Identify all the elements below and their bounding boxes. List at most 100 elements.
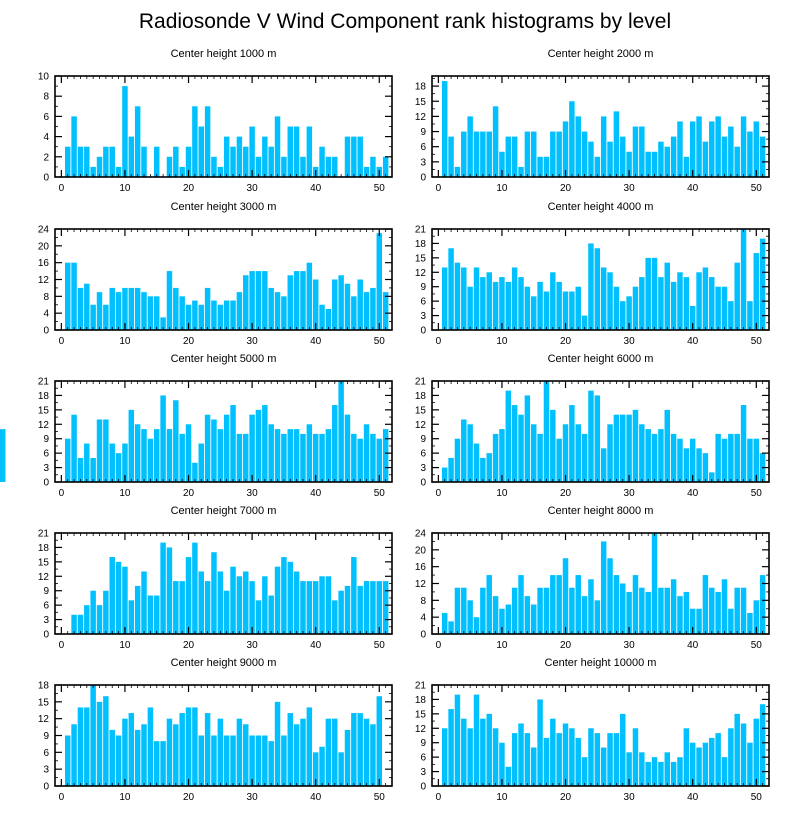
x-tick-label: 40 — [310, 183, 322, 194]
bar — [626, 151, 632, 177]
y-tick-label: 4 — [43, 309, 49, 320]
bar — [626, 591, 632, 634]
panel-10: Center height 10000 m 0 10 20 30 40 50 0 3 6 9 12 15… — [415, 657, 770, 803]
bar — [382, 581, 389, 634]
bar — [651, 257, 658, 330]
bar — [332, 405, 338, 482]
y-tick-label: 12 — [38, 572, 50, 583]
bar — [173, 287, 179, 330]
bar — [376, 233, 383, 330]
y-tick-label: 21 — [38, 377, 50, 388]
bar — [249, 735, 255, 786]
bar — [77, 614, 84, 634]
bar — [160, 542, 166, 634]
x-tick-label: 10 — [119, 488, 131, 499]
bar — [109, 729, 115, 786]
bar — [524, 733, 531, 786]
y-tick-label: 12 — [38, 275, 50, 286]
bar — [461, 267, 467, 330]
y-tick-label: 12 — [415, 724, 427, 735]
bar — [166, 718, 173, 786]
bar — [223, 414, 230, 482]
y-tick-label: 18 — [415, 391, 427, 402]
y-tick-label: 8 — [420, 596, 426, 607]
bar — [467, 600, 473, 634]
x-tick-label: 40 — [310, 336, 322, 347]
x-tick-label: 0 — [59, 488, 65, 499]
bar — [740, 405, 747, 482]
bar — [473, 267, 480, 330]
x-tick-label: 30 — [247, 792, 259, 803]
panel-title: Center height 1000 m — [171, 48, 277, 60]
bar — [499, 429, 505, 482]
bar — [486, 453, 492, 482]
bar — [230, 146, 236, 177]
bar — [721, 757, 728, 786]
bar — [581, 757, 588, 786]
bar — [499, 277, 505, 330]
bar — [160, 741, 166, 786]
x-tick-label: 50 — [751, 488, 763, 499]
bar — [90, 685, 96, 786]
bar — [230, 405, 236, 482]
bar — [728, 126, 734, 177]
bar — [594, 395, 601, 482]
bar — [721, 286, 728, 330]
bar — [575, 116, 581, 177]
bar — [505, 136, 512, 177]
x-tick-label: 10 — [496, 183, 508, 194]
bar — [262, 405, 268, 482]
bar — [274, 701, 281, 786]
bar — [211, 552, 217, 634]
panel-1: Center height 1000 m 0 10 20 30 40 50 0 2 4 6 8 10 — [38, 48, 393, 194]
bar — [537, 156, 543, 177]
bar — [709, 277, 715, 330]
bar — [728, 608, 734, 634]
bar — [740, 116, 747, 177]
bar — [531, 296, 537, 330]
bar — [632, 575, 639, 634]
bar — [306, 262, 313, 330]
bar — [511, 587, 518, 634]
y-tick-label: 18 — [38, 681, 50, 692]
bar — [204, 581, 211, 634]
y-tick-label: 6 — [420, 297, 426, 308]
bar — [486, 713, 492, 786]
bar — [243, 146, 249, 177]
bar — [664, 146, 670, 177]
bar — [696, 272, 702, 330]
bar — [357, 136, 363, 177]
bar — [556, 281, 562, 330]
bar — [441, 81, 448, 177]
bar — [77, 287, 84, 330]
bar — [115, 166, 122, 177]
bar — [480, 718, 486, 786]
bar — [198, 126, 204, 177]
bar — [524, 395, 531, 482]
bar — [537, 281, 543, 330]
bar — [747, 612, 753, 634]
bar — [64, 735, 71, 786]
y-tick-label: 15 — [38, 557, 50, 568]
y-tick-label: 6 — [43, 601, 49, 612]
bar — [581, 131, 588, 177]
bar — [613, 733, 620, 786]
y-tick-label: 12 — [38, 714, 50, 725]
bar — [217, 166, 224, 177]
bar — [505, 281, 512, 330]
x-tick-label: 50 — [751, 183, 763, 194]
y-tick-label: 0 — [420, 630, 426, 641]
bar — [594, 733, 601, 786]
bar — [376, 438, 383, 482]
bar — [759, 136, 766, 177]
bar — [569, 405, 575, 482]
bar — [357, 438, 363, 482]
bar — [600, 267, 607, 330]
bar — [211, 300, 217, 330]
bar — [543, 587, 550, 634]
x-tick-label: 30 — [247, 336, 259, 347]
bar — [160, 395, 166, 482]
y-tick-label: 15 — [38, 405, 50, 416]
bar — [173, 581, 179, 634]
y-tick-label: 3 — [420, 311, 426, 322]
